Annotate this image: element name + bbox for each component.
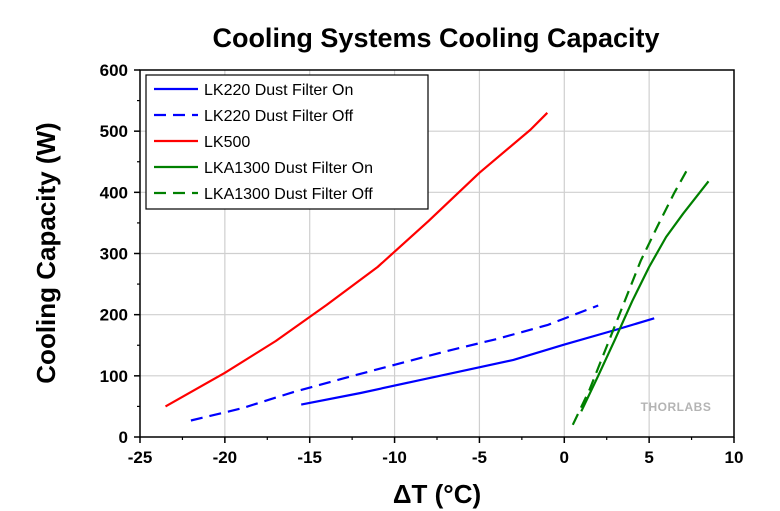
series-lines [164,112,710,426]
y-tick-label: 200 [100,306,128,325]
x-tick-label: 5 [644,448,653,467]
x-axis-label: ΔT (°C) [393,479,481,509]
x-tick-label: -10 [382,448,407,467]
legend-label-3: LK500 [204,134,250,151]
chart-title: Cooling Systems Cooling Capacity [212,23,659,53]
y-tick-label: 300 [100,245,128,264]
legend-label-2: LK220 Dust Filter Off [204,108,354,125]
y-tick-label: 0 [119,428,128,447]
legend: LK220 Dust Filter On LK220 Dust Filter Of… [145,74,429,210]
series-line-4 [580,180,710,412]
series-line-3 [164,112,549,408]
series-line-5 [571,167,690,426]
y-axis-label: Cooling Capacity (W) [31,122,61,383]
x-tick-label: -5 [472,448,487,467]
y-tick-label: 500 [100,122,128,141]
y-tick-label: 100 [100,367,128,386]
legend-label-1: LK220 Dust Filter On [204,82,353,99]
x-tick-label: 0 [560,448,569,467]
x-tick-label: -25 [128,448,153,467]
x-tick-label: 10 [725,448,744,467]
x-tick-label: -15 [297,448,322,467]
series-line-2 [190,304,599,422]
legend-label-4: LKA1300 Dust Filter On [204,160,373,177]
thorlabs-watermark: THORLABS [641,400,712,414]
x-tick-label: -20 [213,448,238,467]
y-tick-label: 600 [100,61,128,80]
legend-label-5: LKA1300 Dust Filter Off [204,186,373,203]
y-tick-label: 400 [100,183,128,202]
series-line-1 [300,317,655,406]
